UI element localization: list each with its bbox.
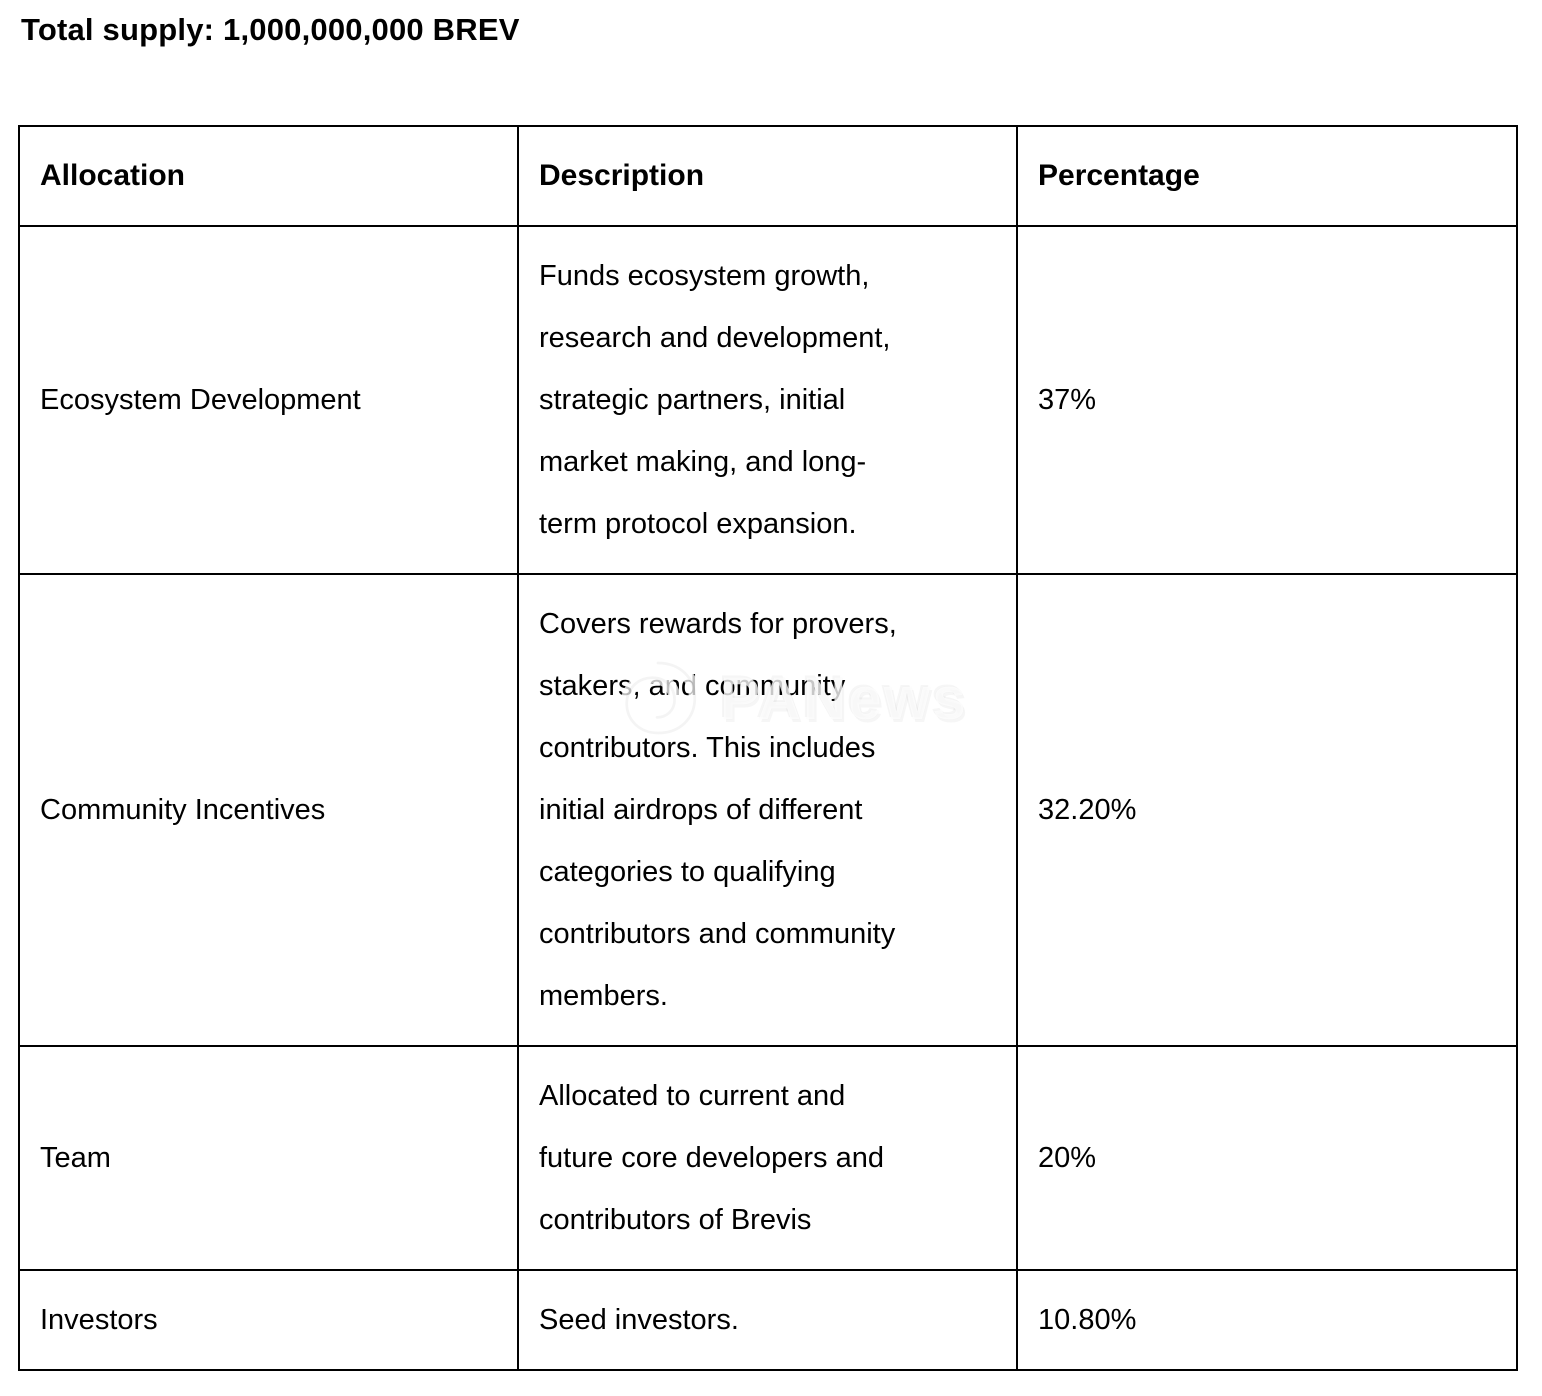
percentage-cell: 20% [1016, 1045, 1518, 1271]
header-description: Description [517, 125, 1018, 227]
table-row-investors: Investors Seed investors. 10.80% [18, 1269, 1518, 1371]
description-cell: Funds ecosystem growth, research and dev… [517, 225, 1018, 575]
description-cell: Allocated to current and future core dev… [517, 1045, 1018, 1271]
allocation-table: Allocation Description Percentage Ecosys… [18, 125, 1518, 1371]
percentage-cell: 10.80% [1016, 1269, 1518, 1371]
percentage-cell: 37% [1016, 225, 1518, 575]
table-header-row: Allocation Description Percentage [18, 125, 1518, 227]
percentage-cell: 32.20% [1016, 573, 1518, 1047]
header-percentage: Percentage [1016, 125, 1518, 227]
allocation-cell: Investors [18, 1269, 519, 1371]
table-row-team: Team Allocated to current and future cor… [18, 1045, 1518, 1271]
allocation-cell: Community Incentives [18, 573, 519, 1047]
table-row-ecosystem-development: Ecosystem Development Funds ecosystem gr… [18, 225, 1518, 575]
page-title: Total supply: 1,000,000,000 BREV [21, 12, 520, 47]
header-allocation: Allocation [18, 125, 519, 227]
description-cell: Covers rewards for provers, stakers, and… [517, 573, 1018, 1047]
allocation-cell: Ecosystem Development [18, 225, 519, 575]
allocation-cell: Team [18, 1045, 519, 1271]
description-cell: Seed investors. [517, 1269, 1018, 1371]
table-row-community-incentives: Community Incentives Covers rewards for … [18, 573, 1518, 1047]
